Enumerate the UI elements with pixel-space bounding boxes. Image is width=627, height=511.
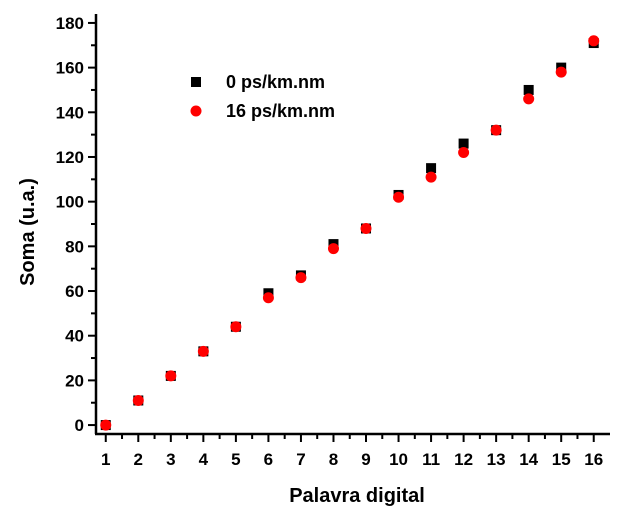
circle-data-point: [197, 345, 209, 357]
circle-data-point: [523, 93, 535, 105]
y-axis-title: Soma (u.a.): [17, 178, 39, 286]
circle-data-point: [295, 272, 307, 284]
x-axis-title: Palavra digital: [289, 485, 425, 507]
circle-data-point: [262, 292, 274, 304]
y-tick-label: 120: [56, 148, 84, 167]
x-tick-label: 1: [101, 450, 110, 469]
legend-item: 0 ps/km.nm: [191, 72, 325, 92]
x-tick-label: 10: [389, 450, 408, 469]
square-data-point: [523, 84, 534, 95]
y-tick-label: 180: [56, 14, 84, 33]
circle-data-point: [425, 171, 437, 183]
x-tick-label: 3: [166, 450, 175, 469]
x-tick-label: 12: [454, 450, 473, 469]
circle-data-point: [100, 419, 112, 431]
x-tick-label: 2: [134, 450, 143, 469]
y-tick-label: 80: [65, 237, 84, 256]
legend: 0 ps/km.nm 16 ps/km.nm: [190, 72, 335, 121]
x-tick-label: 7: [296, 450, 305, 469]
circle-data-point: [132, 394, 144, 406]
y-tick-label: 0: [75, 416, 84, 435]
square-data-point: [458, 138, 469, 149]
y-tick-label: 160: [56, 59, 84, 78]
x-tick-label: 4: [199, 450, 209, 469]
x-tick-label: 8: [329, 450, 338, 469]
x-tick-label: 11: [422, 450, 440, 469]
circle-data-point: [327, 243, 339, 255]
x-tick-label: 16: [584, 450, 603, 469]
x-tick-label: 14: [519, 450, 538, 469]
y-tick-label: 60: [65, 282, 84, 301]
circle-data-point: [490, 124, 502, 136]
x-tick-label: 13: [487, 450, 506, 469]
legend-item: 16 ps/km.nm: [190, 101, 335, 121]
x-tick-label: 15: [552, 450, 571, 469]
y-axis-ticks: 0 20 40 60 80 100 120 140 160 180: [56, 14, 96, 435]
x-tick-label: 5: [231, 450, 240, 469]
x-tick-label: 6: [264, 450, 273, 469]
circle-data-point: [360, 222, 372, 234]
y-tick-label: 140: [56, 103, 84, 122]
series-2-points: [100, 35, 600, 431]
y-tick-label: 100: [56, 193, 84, 212]
legend-square-marker: [191, 77, 201, 87]
circle-data-point: [555, 66, 567, 78]
circle-data-point: [458, 147, 470, 159]
y-tick-label: 40: [65, 327, 84, 346]
legend-circle-marker: [190, 105, 202, 117]
x-tick-label: 9: [361, 450, 370, 469]
x-axis-ticks: 1 2 3 4 5 6 7 8 9 10 11 12 13 14 15 16: [101, 434, 603, 469]
y-tick-label: 20: [65, 371, 84, 390]
legend-label: 0 ps/km.nm: [226, 72, 325, 92]
legend-label: 16 ps/km.nm: [226, 101, 335, 121]
circle-data-point: [588, 35, 600, 47]
circle-data-point: [165, 370, 177, 382]
circle-data-point: [230, 321, 242, 333]
data-points: [100, 35, 600, 431]
circle-data-point: [393, 191, 405, 203]
square-data-point: [426, 163, 437, 174]
